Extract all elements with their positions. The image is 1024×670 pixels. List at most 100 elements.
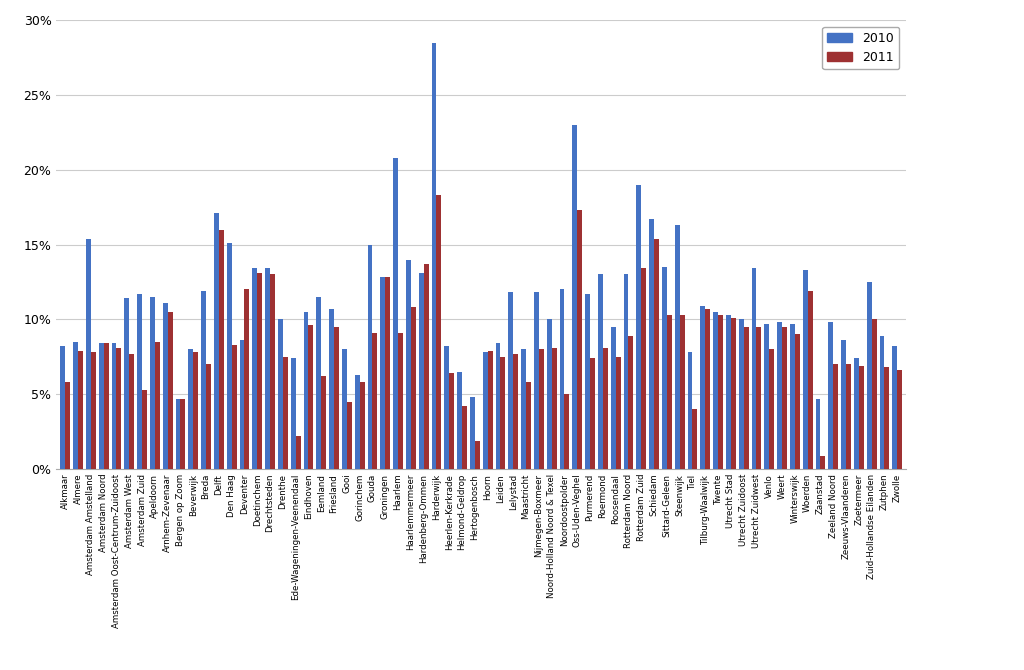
Bar [738, 320, 743, 469]
Bar [603, 348, 607, 469]
Bar [641, 269, 646, 469]
Bar [206, 364, 211, 469]
Bar [124, 298, 129, 469]
Bar [547, 320, 552, 469]
Bar [667, 315, 672, 469]
Bar [252, 269, 257, 469]
Bar [470, 397, 475, 469]
Bar [163, 303, 168, 469]
Bar [828, 322, 834, 469]
Bar [578, 210, 582, 469]
Bar [436, 195, 441, 469]
Bar [103, 343, 109, 469]
Bar [214, 213, 219, 469]
Bar [572, 125, 578, 469]
Bar [180, 399, 185, 469]
Bar [526, 382, 530, 469]
Bar [265, 269, 270, 469]
Bar [501, 356, 505, 469]
Bar [897, 371, 902, 469]
Bar [74, 342, 78, 469]
Bar [176, 399, 180, 469]
Bar [347, 401, 351, 469]
Bar [444, 346, 450, 469]
Bar [155, 342, 160, 469]
Bar [757, 327, 761, 469]
Bar [86, 239, 91, 469]
Bar [496, 343, 501, 469]
Bar [283, 356, 288, 469]
Bar [462, 406, 467, 469]
Bar [790, 324, 795, 469]
Bar [91, 352, 96, 469]
Bar [219, 230, 223, 469]
Bar [866, 282, 871, 469]
Bar [303, 312, 308, 469]
Bar [411, 308, 416, 469]
Bar [700, 306, 706, 469]
Bar [521, 349, 526, 469]
Bar [859, 366, 863, 469]
Bar [188, 349, 194, 469]
Bar [624, 275, 629, 469]
Bar [168, 312, 172, 469]
Bar [359, 382, 365, 469]
Bar [585, 294, 590, 469]
Bar [871, 320, 877, 469]
Bar [552, 348, 556, 469]
Bar [419, 273, 424, 469]
Bar [66, 382, 70, 469]
Bar [803, 270, 808, 469]
Bar [245, 289, 249, 469]
Bar [535, 292, 539, 469]
Bar [257, 273, 262, 469]
Bar [334, 327, 339, 469]
Bar [629, 336, 633, 469]
Bar [78, 351, 83, 469]
Bar [649, 219, 654, 469]
Bar [117, 348, 121, 469]
Bar [713, 312, 718, 469]
Bar [820, 456, 825, 469]
Bar [406, 259, 411, 469]
Bar [718, 315, 723, 469]
Bar [610, 327, 615, 469]
Bar [590, 358, 595, 469]
Bar [129, 354, 134, 469]
Bar [231, 345, 237, 469]
Bar [841, 340, 846, 469]
Bar [539, 349, 544, 469]
Bar [854, 358, 859, 469]
Bar [743, 327, 749, 469]
Bar [316, 297, 322, 469]
Bar [385, 277, 390, 469]
Bar [892, 346, 897, 469]
Bar [380, 277, 385, 469]
Bar [559, 289, 564, 469]
Bar [764, 324, 769, 469]
Bar [450, 373, 454, 469]
Bar [424, 264, 428, 469]
Bar [354, 375, 359, 469]
Bar [278, 320, 283, 469]
Bar [564, 394, 569, 469]
Bar [226, 243, 231, 469]
Bar [240, 340, 245, 469]
Bar [769, 349, 774, 469]
Bar [777, 322, 782, 469]
Bar [398, 333, 402, 469]
Bar [475, 441, 479, 469]
Bar [431, 43, 436, 469]
Bar [687, 352, 692, 469]
Bar [137, 294, 142, 469]
Legend: 2010, 2011: 2010, 2011 [822, 27, 899, 69]
Bar [654, 239, 658, 469]
Bar [752, 269, 757, 469]
Bar [731, 318, 735, 469]
Bar [142, 390, 147, 469]
Bar [329, 309, 334, 469]
Bar [808, 291, 812, 469]
Bar [98, 343, 103, 469]
Bar [291, 358, 296, 469]
Bar [680, 315, 684, 469]
